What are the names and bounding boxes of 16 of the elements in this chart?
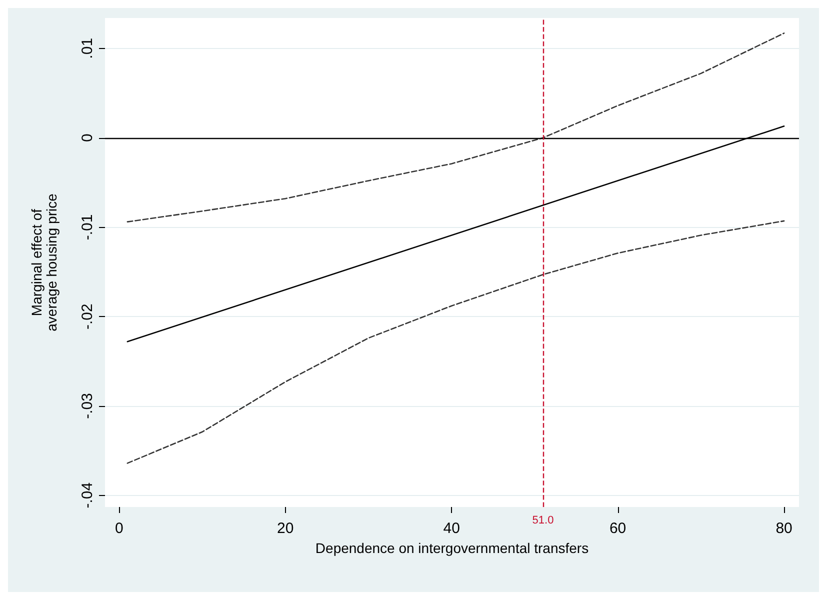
- x-tick-label: 20: [277, 520, 294, 537]
- x-axis-title: Dependence on intergovernmental transfers: [315, 540, 589, 556]
- y-tick-label: -.02: [79, 304, 96, 330]
- y-tick-label: 0: [79, 134, 96, 142]
- line-series: [126, 220, 785, 464]
- y-tick-label: -.01: [79, 214, 96, 240]
- y-tick-label: -.04: [79, 482, 96, 508]
- y-tick-label: -.03: [79, 393, 96, 419]
- line-series: [126, 32, 785, 222]
- x-tick-label: 60: [609, 520, 626, 537]
- ref-line-label: 51.0: [532, 514, 554, 526]
- y-axis-title: Marginal effect of average housing price: [28, 193, 60, 332]
- x-tick-label: 80: [776, 520, 792, 537]
- x-tick-label: 40: [443, 520, 460, 537]
- y-tick-label: .01: [79, 38, 96, 59]
- x-tick-label: 0: [114, 520, 124, 537]
